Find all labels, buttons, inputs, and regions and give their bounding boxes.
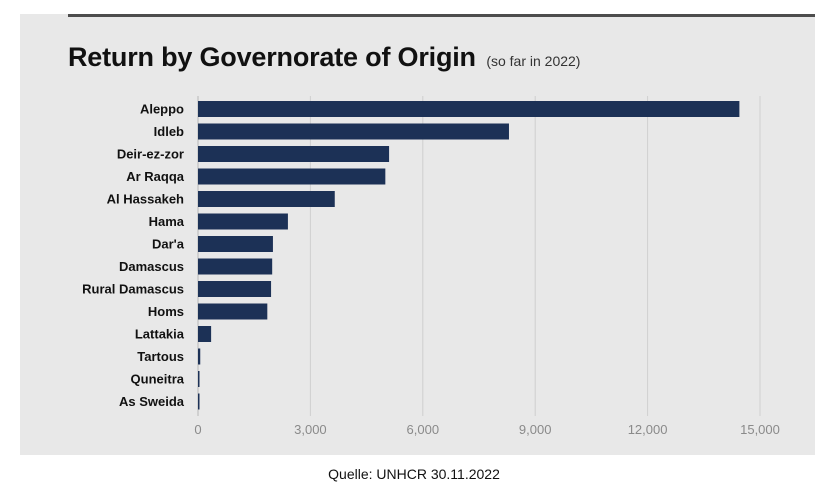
category-label: Hama bbox=[149, 214, 185, 229]
category-label: Damascus bbox=[119, 259, 184, 274]
bar bbox=[198, 191, 335, 207]
category-label: Ar Raqqa bbox=[126, 169, 185, 184]
category-label: Quneitra bbox=[131, 372, 185, 387]
category-label: Lattakia bbox=[135, 327, 185, 342]
category-label: Al Hassakeh bbox=[107, 192, 184, 207]
bar bbox=[198, 258, 273, 275]
x-tick-label: 0 bbox=[194, 422, 201, 437]
category-label: Rural Damascus bbox=[82, 282, 184, 297]
bar bbox=[198, 303, 268, 320]
bar bbox=[198, 123, 509, 140]
category-label: As Sweida bbox=[119, 394, 185, 409]
bar bbox=[198, 168, 386, 185]
bar bbox=[198, 101, 740, 117]
bar bbox=[198, 281, 272, 297]
title-row: Return by Governorate of Origin (so far … bbox=[68, 42, 580, 73]
x-tick-labels: 0 3,000 6,000 9,000 12,000 15,000 bbox=[194, 422, 780, 437]
grid-lines bbox=[197, 96, 761, 416]
category-labels: Aleppo Idleb Deir-ez-zor Ar Raqqa Al Hassake… bbox=[82, 102, 185, 410]
category-label: Aleppo bbox=[140, 102, 184, 117]
bars bbox=[198, 101, 740, 410]
bar bbox=[198, 146, 390, 162]
category-label: Deir-ez-zor bbox=[117, 147, 184, 162]
bar bbox=[198, 348, 201, 365]
x-tick-label: 9,000 bbox=[519, 422, 552, 437]
x-tick-label: 3,000 bbox=[294, 422, 327, 437]
category-label: Tartous bbox=[137, 349, 184, 364]
x-tick-label: 12,000 bbox=[628, 422, 668, 437]
category-label: Idleb bbox=[154, 124, 184, 139]
chart-title: Return by Governorate of Origin bbox=[68, 42, 476, 72]
bar bbox=[198, 393, 200, 410]
bar bbox=[198, 326, 212, 342]
top-rule bbox=[68, 14, 815, 17]
bar bbox=[198, 236, 273, 252]
bar bbox=[198, 371, 200, 387]
source-caption: Quelle: UNHCR 30.11.2022 bbox=[328, 466, 500, 482]
category-label: Dar'a bbox=[152, 237, 185, 252]
x-tick-label: 15,000 bbox=[740, 422, 780, 437]
chart-card: Return by Governorate of Origin (so far … bbox=[20, 14, 815, 455]
category-label: Homs bbox=[148, 304, 184, 319]
bar bbox=[198, 213, 288, 230]
bar-chart: Aleppo Idleb Deir-ez-zor Ar Raqqa Al Hassake… bbox=[82, 96, 780, 437]
chart-subtitle: (so far in 2022) bbox=[486, 53, 581, 69]
x-tick-label: 6,000 bbox=[407, 422, 440, 437]
